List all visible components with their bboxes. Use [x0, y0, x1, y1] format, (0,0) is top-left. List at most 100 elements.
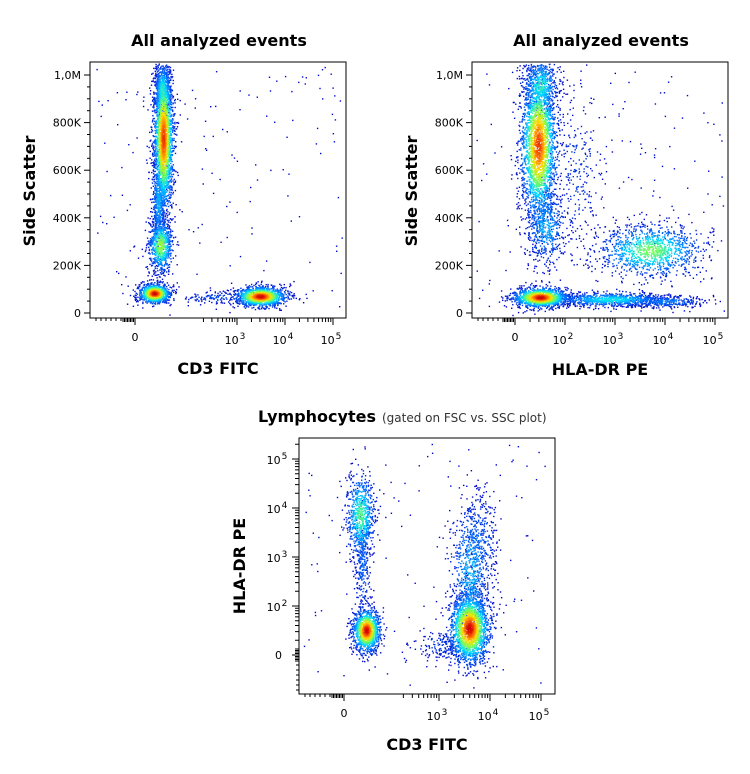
plot-1-event-dot — [216, 295, 218, 298]
plot-1-event-dot — [168, 107, 171, 110]
plot-1-event-dot — [164, 83, 167, 86]
plot-1-event-dot — [154, 205, 156, 207]
plot-1-event-dot — [170, 231, 172, 233]
plot-1-event-dot — [155, 141, 158, 143]
plot-1-event-dot — [229, 311, 231, 314]
plot-1-event-dot — [170, 188, 173, 190]
plot-1-event-dot — [153, 192, 155, 194]
plot-1-event-dot — [164, 203, 166, 205]
plot-1-event-dot — [206, 294, 209, 297]
plot-1-event-dot — [188, 298, 190, 301]
plot-1-event-dot — [144, 250, 147, 253]
plot-1-event-dot — [216, 302, 218, 304]
plot-1-event-dot — [287, 296, 289, 299]
plot-1-event-dot — [153, 145, 155, 147]
plot-1-event-dot — [185, 298, 187, 300]
plot-1-event-dot — [162, 83, 164, 86]
plot-1-event-dot — [282, 298, 285, 300]
plot-1-event-dot — [163, 193, 165, 195]
plot-1-event-dot — [171, 109, 174, 111]
plot-1-event-dot — [142, 298, 145, 301]
plot-1-event-dot — [209, 297, 211, 299]
plot-1-event-dot — [151, 100, 154, 102]
plot-1-event-dot — [212, 192, 215, 195]
plot-1-event-dot — [174, 98, 176, 101]
plot-1-event-dot — [153, 269, 156, 271]
plot-1-event-dot — [151, 241, 153, 243]
plot-1-event-dot — [263, 269, 265, 272]
plot-1-event-dot — [244, 303, 247, 305]
plot-1-event-dot — [158, 185, 160, 187]
plot-1-event-dot — [161, 282, 164, 284]
plot-1-frame — [89, 61, 347, 319]
plot-1-event-dot — [210, 297, 212, 299]
plot-1-event-dot — [219, 291, 221, 293]
plot-1-event-dot — [151, 164, 154, 167]
plot-1-event-dot — [169, 240, 171, 242]
plot-1-event-dot — [156, 267, 158, 270]
plot-1-event-dot — [160, 226, 162, 228]
plot-1-event-dot — [316, 127, 319, 130]
plot-1-event-dot — [150, 207, 153, 210]
plot-1-event-dot — [156, 221, 159, 224]
plot-1-event-dot — [156, 223, 158, 225]
plot-1-event-dot — [168, 248, 171, 250]
plot-1-event-dot — [169, 133, 171, 135]
plot-1-event-dot — [132, 151, 134, 154]
plot-1-event-dot — [288, 173, 290, 175]
plot-1-event-dot — [149, 150, 151, 153]
plot-1-event-dot — [261, 287, 263, 289]
plot-1-event-dot — [203, 298, 205, 300]
plot-1-event-dot — [164, 248, 167, 250]
plot-1-event-dot — [159, 239, 161, 241]
plot-1-event-dot — [158, 217, 160, 220]
plot-1-event-dot — [153, 215, 156, 217]
plot-1-event-dot — [170, 162, 172, 165]
plot-1-event-dot — [157, 195, 159, 197]
plot-1-event-dot — [165, 82, 167, 84]
plot-1-event-dot — [156, 80, 158, 82]
plot-1-event-dot — [97, 232, 99, 234]
plot-1-event-dot — [266, 115, 268, 117]
plot-1-event-dot — [160, 197, 163, 199]
plot-1-event-dot — [238, 289, 240, 291]
plot-1-event-dot — [159, 227, 161, 229]
plot-1-event-dot — [288, 298, 291, 300]
plot-1-event-dot — [215, 105, 217, 108]
plot-1-event-dot — [157, 80, 160, 82]
plot-1-event-dot — [280, 298, 282, 300]
plot-1-event-dot — [158, 69, 160, 71]
plot-1-event-dot — [158, 220, 160, 222]
plot-1-event-dot — [172, 97, 174, 99]
plot-1-event-dot — [166, 263, 168, 265]
plot-1-event-dot — [162, 200, 164, 202]
plot-1-event-dot — [163, 196, 165, 198]
plot-1-event-dot — [169, 98, 171, 100]
plot-1-event-dot — [158, 299, 161, 302]
plot-1-event-dot — [163, 286, 165, 288]
plot-1-event-dot — [273, 288, 275, 290]
plot-1-event-dot — [171, 76, 174, 78]
plot-1-event-dot — [146, 266, 148, 268]
plot-1-title: All analyzed events — [131, 31, 307, 50]
plot-1-event-dot — [165, 172, 167, 174]
plot-1-event-dot — [210, 296, 212, 298]
plot-1-event-dot — [168, 200, 171, 202]
plot-1-event-dot — [157, 90, 159, 93]
plot-1-event-dot — [206, 295, 208, 298]
plot-1-event-dot — [283, 300, 285, 302]
plot-1-event-dot — [162, 79, 164, 81]
plot-1-event-dot — [155, 181, 157, 183]
plot-1-event-dot — [152, 218, 154, 221]
plot-1-event-dot — [168, 111, 170, 114]
plot-1-event-dot — [152, 164, 154, 167]
plot-1-event-dot — [273, 286, 275, 289]
plot-1-event-dot — [166, 288, 168, 290]
plot-1-event-dot — [227, 290, 230, 292]
plot-1-event-dot — [216, 294, 219, 297]
plot-1-event-dot — [154, 257, 156, 259]
plot-1-event-dot — [270, 288, 273, 290]
plot-1-event-dot — [171, 154, 173, 157]
plot-1-event-dot — [153, 252, 155, 255]
plot-1-event-dot — [149, 245, 152, 247]
